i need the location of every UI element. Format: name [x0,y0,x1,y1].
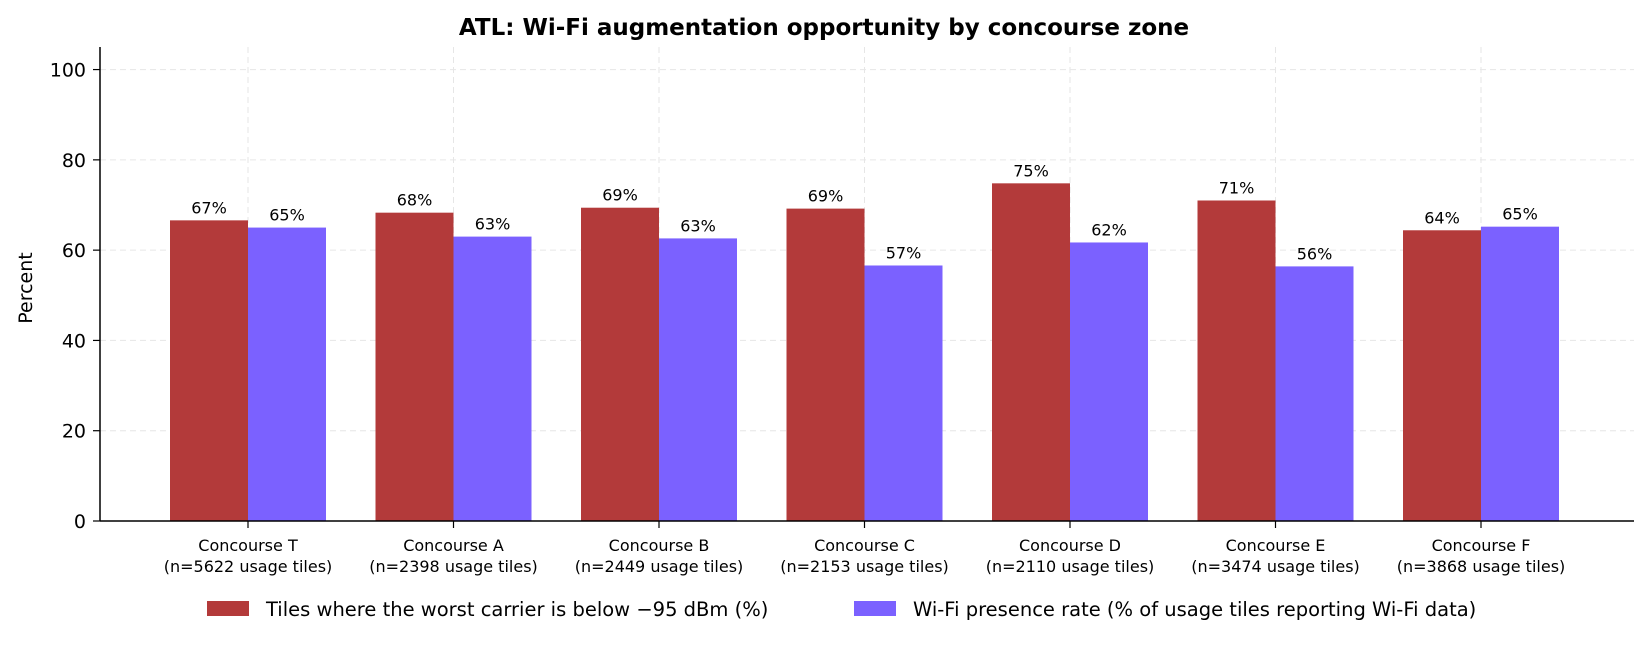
legend-swatch [854,601,896,616]
bar-value-label: 67% [191,198,227,217]
bar-value-label: 69% [602,186,638,205]
bar-value-label: 69% [808,187,844,206]
bar-value-label: 63% [680,216,716,235]
legend: Tiles where the worst carrier is below −… [207,598,1476,621]
x-tick-label: Concourse C (n=2153 usage tiles) [780,536,949,576]
legend-label: Wi-Fi presence rate (% of usage tiles re… [913,598,1476,621]
y-tick-label: 80 [62,150,86,172]
bar [1403,230,1481,521]
bar-value-label: 68% [397,191,433,210]
bar [1481,226,1559,521]
x-axis-ticks: Concourse T (n=5622 usage tiles) Concourse… [164,521,1566,576]
bar-value-labels: 67% 68% 69% 69% 75% 71% 64% 65% 63% 63% 57% 62% 56% 6… [191,161,1538,263]
bar [453,236,532,521]
bar-value-label: 75% [1013,161,1049,180]
bar-value-label: 64% [1424,208,1460,227]
bar [170,220,248,521]
bar [992,183,1070,521]
bar [581,207,659,522]
axes [99,47,1634,522]
y-axis-ticks: 0 20 40 60 80 100 [50,60,100,533]
x-tick-label: Concourse E (n=3474 usage tiles) [1191,536,1360,576]
bar [786,208,865,521]
x-tick-label: Concourse A (n=2398 usage tiles) [369,536,538,576]
bars [170,183,1559,522]
bar-value-label: 63% [475,215,511,234]
y-tick-label: 40 [62,330,86,352]
legend-label: Tiles where the worst carrier is below −… [265,598,768,621]
bar-value-label: 57% [886,243,922,262]
chart-title: ATL: Wi-Fi augmentation opportunity by c… [459,15,1189,41]
y-tick-label: 100 [50,60,86,82]
x-tick-label: Concourse T (n=5622 usage tiles) [164,536,333,576]
bar-value-label: 71% [1219,178,1255,197]
y-tick-label: 0 [74,511,86,533]
bar-value-label: 56% [1297,244,1333,263]
x-tick-label: Concourse B (n=2449 usage tiles) [575,536,744,576]
bar-value-label: 65% [269,206,305,225]
bar [1197,200,1276,521]
x-tick-label: Concourse F (n=3868 usage tiles) [1397,536,1566,576]
bar [248,227,326,522]
y-axis-label: Percent [15,252,37,324]
y-tick-label: 60 [62,240,86,262]
bar [1275,266,1354,521]
x-tick-label: Concourse D (n=2110 usage tiles) [986,536,1155,576]
bar [659,238,737,522]
legend-swatch [207,601,249,616]
bar-value-label: 62% [1091,220,1127,239]
bar [1070,242,1148,521]
bar [864,265,943,521]
bar [375,212,454,521]
y-tick-label: 20 [62,421,86,443]
bar-value-label: 65% [1502,205,1538,224]
